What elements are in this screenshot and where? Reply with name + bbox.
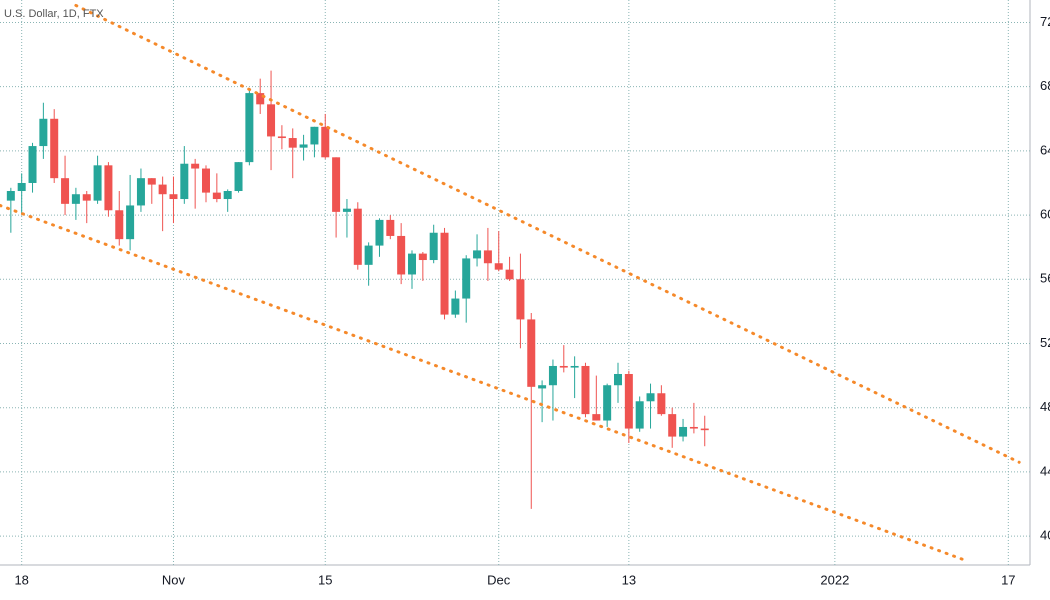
candle-body [386,219,395,236]
candle-body [657,393,666,415]
candle-body [28,146,37,183]
candle-body [538,385,547,389]
candle-body [82,194,91,201]
x-tick-label: 2022 [820,572,849,587]
y-tick-label: 60000 [1040,207,1050,222]
candle-body [342,208,351,212]
y-tick-label: 44000 [1040,463,1050,478]
y-tick-label: 48000 [1040,399,1050,414]
candle-body [288,138,297,148]
candle-body [126,205,135,240]
y-tick-label: 68000 [1040,78,1050,93]
candle-body [310,126,319,145]
x-tick-label: 17 [1001,572,1015,587]
candle-body [505,269,514,280]
trend-line [74,3,1021,464]
candle-body [614,373,622,386]
candle-body [115,210,124,240]
candle-body [277,136,286,139]
candle-body [570,365,579,368]
candle-body [71,194,80,204]
candle-body [191,163,200,169]
candle-body [6,191,15,201]
y-tick-label: 64000 [1040,142,1050,157]
candle-body [180,163,189,200]
candle-body [473,250,482,259]
candle-body [104,165,113,211]
x-tick-label: 15 [318,572,332,587]
candle-body [267,104,276,137]
candle-body [364,245,373,265]
candle-body [592,414,601,421]
candle-body [61,178,70,204]
candle-body [429,232,438,261]
candle-body [256,93,265,105]
candle-body [234,162,243,192]
candle-body [635,401,644,429]
candle-body [451,298,460,315]
candle-body [548,365,557,386]
candle-body [679,426,688,437]
candle-body [624,373,633,429]
x-tick-label: 18 [14,572,28,587]
candle-body [603,385,612,421]
candle-body [668,414,677,437]
candle-body [39,118,48,147]
candle-body [440,232,449,315]
y-tick-label: 52000 [1040,335,1050,350]
x-tick-label: 13 [622,572,636,587]
candle-body [202,168,210,193]
candle-body [375,219,384,246]
candle-body [299,144,308,148]
x-tick-label: Nov [162,572,186,587]
candle-body [516,279,525,320]
candle-body [332,157,341,212]
candle-body [147,178,156,185]
y-tick-label: 56000 [1040,271,1050,286]
candle-body [17,182,26,192]
candle-body [646,393,655,402]
candle-body [408,253,416,275]
candle-body [353,208,362,265]
candle-body [321,126,330,158]
candle-body [136,178,145,206]
candle-body [397,235,406,275]
candle-body [689,426,698,429]
candle-body [700,428,709,431]
candle-body [483,250,492,264]
candle-body [245,93,254,163]
chart-title: U.S. Dollar, 1D, FTX [4,8,104,20]
candle-body [418,253,427,261]
candle-body [212,192,221,200]
y-tick-label: 72000 [1040,14,1050,29]
candle-body [581,365,590,415]
candle-body [223,191,232,200]
candle-body [93,165,102,201]
candle-body [158,184,167,195]
candle-body [169,194,178,200]
x-tick-label: Dec [487,572,511,587]
y-tick-label: 40000 [1040,528,1050,543]
candle-body [559,365,568,368]
trend-line [0,203,967,562]
candle-body [462,258,471,299]
candle-body [527,319,536,387]
candle-body [50,118,59,179]
candle-body [494,263,503,270]
